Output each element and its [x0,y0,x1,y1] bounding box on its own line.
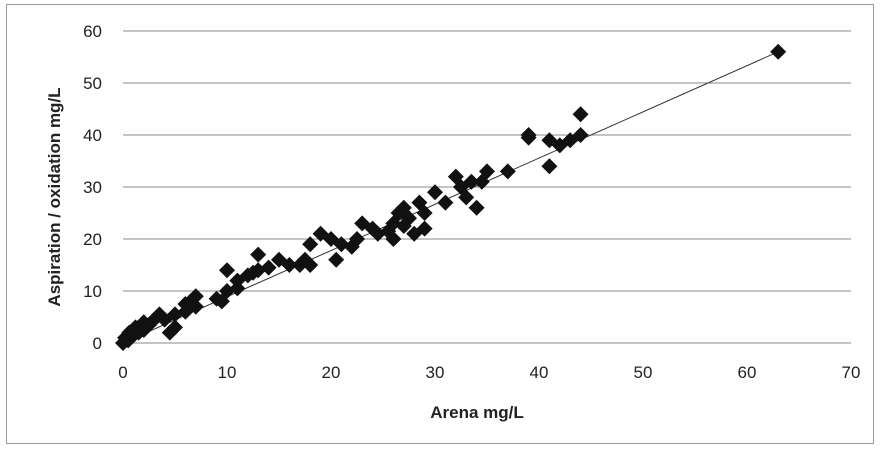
data-point-37 [302,236,319,253]
x-tick-label-70: 70 [842,363,861,382]
trendline [122,51,779,344]
trendline-group [122,51,779,344]
y-tick-label-50: 50 [83,74,102,93]
data-points [115,43,787,351]
data-point-30 [250,246,267,263]
data-point-14 [167,319,183,336]
data-point-58 [427,184,443,201]
x-tick-label-30: 30 [426,363,445,382]
x-tick-label-10: 10 [218,363,237,382]
chart-frame [6,4,874,444]
data-point-70 [541,158,558,175]
data-point-63 [463,173,480,190]
data-point-33 [281,257,298,273]
x-tick-label-60: 60 [738,363,757,382]
data-point-69 [520,127,537,143]
y-axis-title: Aspiration / oxidation mg/L [45,87,64,306]
data-point-66 [479,163,495,180]
x-tick-label-40: 40 [530,363,549,382]
y-tick-labels: 0 10 20 30 40 50 60 [83,22,102,353]
data-point-24 [219,262,235,279]
data-point-75 [572,106,589,123]
data-point-19 [187,298,204,315]
y-tick-label-30: 30 [83,178,102,197]
grid-lines [123,30,851,292]
data-point-76 [770,43,787,60]
data-point-40 [328,251,345,268]
x-tick-label-0: 0 [118,363,127,382]
data-point-20 [187,288,204,305]
data-point-31 [260,259,277,276]
data-point-64 [468,199,485,216]
y-tick-label-40: 40 [83,126,102,145]
data-point-36 [302,257,319,273]
x-tick-labels: 0 10 20 30 40 50 60 70 [118,363,860,382]
data-point-43 [349,231,365,247]
data-point-62 [458,189,475,206]
data-point-67 [499,163,516,180]
data-point-53 [401,210,417,227]
data-point-56 [416,220,433,237]
data-point-74 [572,127,589,143]
data-point-48 [385,231,402,247]
x-tick-label-20: 20 [322,363,341,382]
data-point-59 [437,194,454,211]
x-tick-label-50: 50 [634,363,653,382]
y-tick-label-0: 0 [93,334,102,353]
y-tick-label-20: 20 [83,230,102,249]
data-point-57 [416,205,433,221]
y-tick-label-10: 10 [83,282,102,301]
x-axis-title: Arena mg/L [430,403,524,422]
y-tick-label-60: 60 [83,22,102,41]
